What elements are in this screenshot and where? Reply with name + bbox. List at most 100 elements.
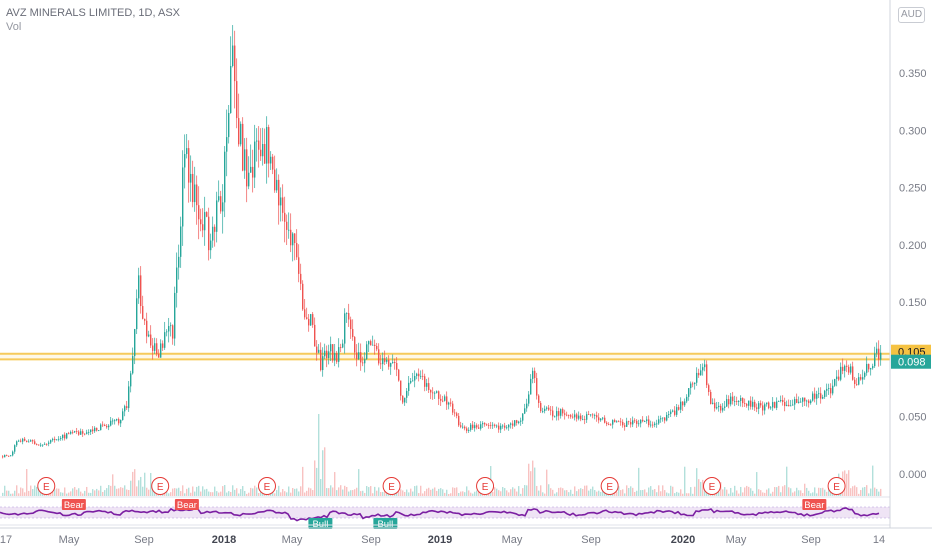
volume-bar bbox=[732, 492, 734, 496]
candle-body bbox=[48, 442, 50, 444]
candle-body bbox=[248, 172, 250, 187]
volume-bar bbox=[808, 490, 810, 496]
signal-badge bbox=[174, 499, 199, 510]
candle-body bbox=[278, 179, 280, 206]
candle-body bbox=[396, 363, 398, 370]
volume-bar bbox=[220, 491, 222, 496]
candle-body bbox=[624, 425, 626, 427]
candle-body bbox=[150, 334, 152, 346]
volume-bar bbox=[656, 492, 658, 496]
volume-bar bbox=[494, 487, 496, 496]
candle-body bbox=[780, 399, 782, 402]
candle-body bbox=[488, 425, 490, 426]
volume-bar bbox=[538, 490, 540, 496]
candle-body bbox=[456, 413, 458, 416]
candle-body bbox=[450, 402, 452, 404]
candle-body bbox=[634, 420, 636, 422]
volume-bar bbox=[626, 485, 628, 496]
candle-body bbox=[400, 380, 402, 396]
volume-bar bbox=[634, 491, 636, 496]
candle-body bbox=[540, 402, 542, 412]
volume-bar bbox=[506, 490, 508, 496]
volume-bar bbox=[738, 493, 740, 496]
volume-bar bbox=[776, 487, 778, 496]
candle-body bbox=[104, 425, 106, 427]
volume-bar bbox=[472, 493, 474, 496]
candle-body bbox=[862, 377, 864, 380]
earnings-marker-icon bbox=[151, 477, 170, 495]
candle-body bbox=[564, 413, 566, 415]
volume-bar bbox=[274, 493, 276, 496]
candle-body bbox=[444, 396, 446, 401]
volume-bar bbox=[176, 488, 178, 496]
candle-body bbox=[742, 398, 744, 404]
volume-bar bbox=[576, 491, 578, 496]
candle-body bbox=[756, 407, 758, 409]
candles bbox=[2, 25, 882, 459]
volume-bar bbox=[678, 492, 680, 496]
candle-body bbox=[650, 424, 652, 426]
candle-body bbox=[280, 197, 282, 206]
candle-body bbox=[86, 432, 88, 434]
volume-bar bbox=[434, 487, 436, 496]
earnings-marker-label: E bbox=[482, 482, 489, 493]
currency-button[interactable]: AUD bbox=[898, 7, 925, 23]
volume-bar bbox=[820, 488, 822, 496]
volume-bar bbox=[546, 469, 548, 496]
volume-bar bbox=[150, 472, 152, 496]
candle-body bbox=[844, 365, 846, 371]
volume-bar bbox=[650, 486, 652, 496]
volume-bar bbox=[340, 485, 342, 496]
candle-body bbox=[776, 401, 778, 408]
volume-bar bbox=[784, 485, 786, 496]
candle-body bbox=[332, 344, 334, 361]
volume-bar bbox=[196, 486, 198, 496]
candle-body bbox=[770, 407, 772, 409]
signal-badge bbox=[61, 499, 86, 510]
volume-bar bbox=[818, 487, 820, 496]
volume-bar bbox=[376, 490, 378, 496]
candle-body bbox=[366, 344, 368, 359]
candle-body bbox=[120, 419, 122, 424]
volume-bar bbox=[332, 487, 334, 496]
candle-body bbox=[448, 402, 450, 405]
candle-body bbox=[542, 411, 544, 412]
volume-bar bbox=[554, 493, 556, 496]
candle-body bbox=[846, 365, 848, 367]
candle-body bbox=[530, 378, 532, 395]
volume-bar bbox=[452, 487, 454, 496]
candle-body bbox=[826, 388, 828, 391]
volume-bar bbox=[38, 486, 40, 496]
candle-body bbox=[818, 393, 820, 395]
volume-bar bbox=[788, 487, 790, 496]
candle-body bbox=[4, 454, 6, 458]
volume-bar bbox=[236, 488, 238, 496]
price-label-box bbox=[891, 354, 931, 369]
volume-bar bbox=[122, 487, 124, 496]
candle-body bbox=[808, 400, 810, 404]
volume-bar bbox=[62, 492, 64, 496]
volume-bar bbox=[668, 493, 670, 496]
candle-body bbox=[792, 404, 794, 406]
candle-body bbox=[746, 403, 748, 406]
candle-body bbox=[758, 403, 760, 409]
volume-bar bbox=[462, 491, 464, 496]
volume-bar bbox=[374, 486, 376, 496]
candle-body bbox=[860, 377, 862, 380]
x-tick-label: Sep bbox=[361, 534, 381, 546]
volume-bar bbox=[114, 485, 116, 496]
x-tick-label: 2019 bbox=[428, 534, 452, 546]
candle-body bbox=[702, 367, 704, 371]
candle-body bbox=[316, 346, 318, 353]
candle-body bbox=[666, 414, 668, 421]
signal-badge bbox=[308, 518, 333, 529]
candle-body bbox=[794, 398, 796, 405]
candle-body bbox=[106, 426, 108, 428]
candle-body bbox=[290, 229, 292, 246]
candle-body bbox=[672, 410, 674, 412]
candle-body bbox=[596, 415, 598, 418]
candle-body bbox=[824, 390, 826, 397]
volume-bar bbox=[382, 491, 384, 496]
volume-bar bbox=[360, 491, 362, 496]
